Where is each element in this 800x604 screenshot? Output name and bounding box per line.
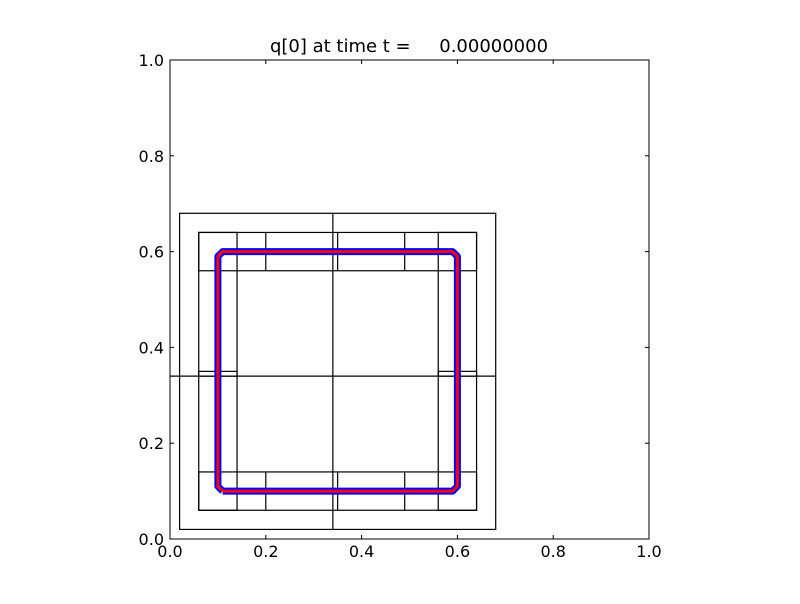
y-tick-label-1: 0.2 [139,434,164,453]
y-tick-label-2: 0.4 [139,338,164,357]
chart-title: q[0] at time t = 0.00000000 [270,36,548,57]
contour-inner-line [216,250,459,493]
y-tick-label-0: 0.0 [139,530,164,549]
tick-layer: 0.0 0.2 0.4 0.6 0.8 1.0 0.0 0.2 0.4 0.6 0.8 1.0 [139,51,662,561]
x-tick-label-0: 0.0 [157,542,182,561]
contour-layer [214,248,461,495]
x-tick-label-3: 0.6 [445,542,470,561]
contour-outer-line [214,248,461,495]
y-tick-label-3: 0.6 [139,243,164,262]
y-tick-label-5: 1.0 [139,51,164,70]
y-tick-label-4: 0.8 [139,147,164,166]
x-tick-label-1: 0.2 [253,542,278,561]
x-tick-label-5: 1.0 [636,542,661,561]
x-tick-label-2: 0.4 [349,542,374,561]
x-tick-label-4: 0.8 [540,542,565,561]
patch-box-0 [178,212,497,531]
axes-frame [169,59,650,540]
